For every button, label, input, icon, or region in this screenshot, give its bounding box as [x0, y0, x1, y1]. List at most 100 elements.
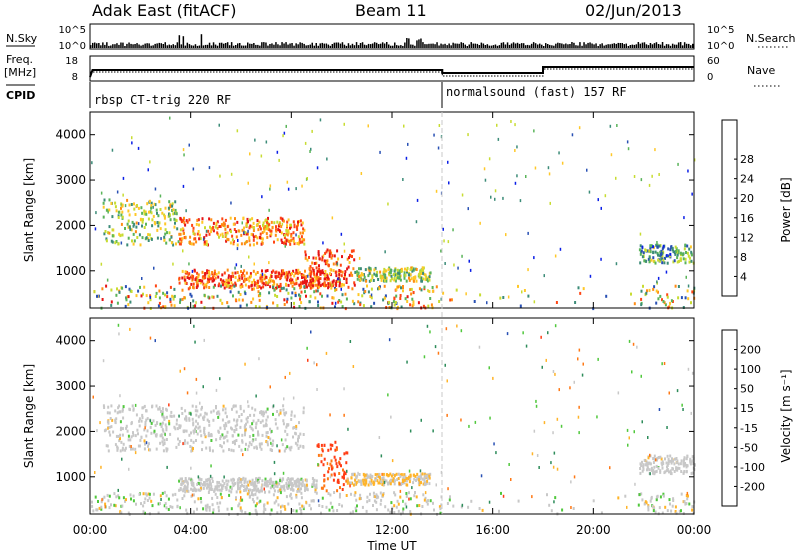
clutter-cell: [412, 291, 415, 294]
echo-cell: [277, 489, 280, 493]
clutter-cell: [284, 507, 287, 511]
echo-cell: [175, 212, 178, 216]
echo-cell: [197, 230, 200, 233]
echo-cell: [312, 481, 315, 485]
nsky-bar: [301, 42, 303, 48]
echo-cell: [341, 255, 343, 259]
clutter-cell: [397, 285, 400, 289]
echo-cell: [385, 479, 388, 483]
echo-cell: [642, 465, 645, 469]
echo-cell: [368, 475, 371, 479]
echo-cell: [311, 267, 314, 271]
echo-cell: [175, 418, 178, 422]
echo-cell: [206, 482, 209, 486]
nsky-bar: [305, 45, 307, 48]
echo-cell: [309, 274, 312, 278]
velocity-ylabel: Slant Range [km]: [22, 364, 36, 468]
clutter-cell: [216, 496, 219, 499]
echo-cell: [186, 484, 189, 488]
echo-cell: [351, 273, 354, 277]
nsky-bar: [299, 42, 301, 48]
echo-cell: [688, 260, 691, 264]
noise-cell: [240, 496, 242, 500]
echo-cell: [121, 409, 124, 413]
echo-cell: [326, 278, 329, 282]
noise-cell: [193, 431, 195, 435]
echo-cell: [184, 270, 187, 274]
noise-cell: [179, 506, 181, 510]
clutter-cell: [334, 287, 336, 290]
echo-cell: [645, 249, 648, 253]
echo-cell: [656, 243, 659, 247]
noise-cell: [409, 429, 412, 433]
clutter-cell: [617, 496, 620, 500]
clutter-cell: [216, 501, 219, 505]
echo-cell: [217, 284, 220, 288]
nsky-bar: [488, 45, 491, 48]
nsky-bar: [319, 43, 321, 48]
noise-cell: [183, 153, 185, 157]
clutter-cell: [179, 298, 182, 302]
echo-cell: [429, 271, 432, 275]
echo-cell: [147, 444, 149, 448]
nsky-bar: [122, 42, 124, 48]
echo-cell: [242, 409, 245, 413]
echo-cell: [286, 224, 288, 228]
echo-cell: [221, 418, 224, 422]
clutter-cell: [644, 501, 647, 505]
nsky-bar: [190, 45, 193, 48]
echo-cell: [296, 480, 299, 484]
noise-cell: [668, 391, 670, 395]
noise-cell: [631, 370, 633, 374]
nsky-bar: [440, 43, 442, 48]
clutter-cell: [298, 293, 300, 297]
noise-cell: [533, 429, 536, 433]
echo-cell: [239, 490, 242, 494]
noise-cell: [427, 289, 429, 293]
echo-cell: [186, 441, 189, 445]
echo-cell: [293, 274, 296, 278]
nsky-bar: [371, 43, 374, 48]
clutter-cell: [158, 289, 161, 293]
colorbar-tick-label: 200: [740, 344, 761, 357]
echo-cell: [359, 267, 362, 271]
clutter-cell: [668, 498, 671, 502]
echo-cell: [304, 488, 306, 492]
clutter-cell: [640, 289, 643, 293]
clutter-cell: [108, 506, 111, 510]
echo-cell: [661, 261, 664, 265]
noise-cell: [429, 330, 431, 334]
echo-cell: [190, 431, 192, 435]
clutter-cell: [670, 509, 673, 513]
echo-cell: [305, 487, 308, 491]
echo-cell: [184, 439, 186, 443]
echo-cell: [675, 457, 678, 460]
echo-cell: [270, 448, 273, 452]
echo-cell: [676, 260, 679, 264]
clutter-cell: [247, 491, 250, 495]
clutter-cell: [677, 285, 680, 288]
echo-cell: [120, 440, 123, 444]
nsky-bar: [235, 45, 237, 48]
echo-cell: [207, 229, 210, 233]
echo-cell: [114, 420, 117, 424]
echo-cell: [127, 438, 130, 442]
clutter-cell: [241, 284, 244, 288]
clutter-cell: [498, 509, 500, 513]
nsky-bar: [661, 42, 664, 48]
nsky-bar: [490, 45, 493, 48]
echo-cell: [156, 236, 159, 240]
noise-cell: [403, 124, 405, 128]
clutter-cell: [450, 298, 453, 302]
echo-cell: [195, 286, 198, 289]
echo-cell: [205, 446, 208, 450]
echo-cell: [125, 424, 128, 428]
echo-cell: [114, 201, 117, 205]
echo-cell: [261, 483, 264, 487]
echo-cell: [219, 444, 222, 447]
nsky-bar: [295, 43, 297, 48]
echo-cell: [297, 223, 299, 227]
echo-cell: [226, 439, 229, 443]
echo-cell: [322, 284, 325, 288]
noise-cell: [166, 465, 168, 469]
